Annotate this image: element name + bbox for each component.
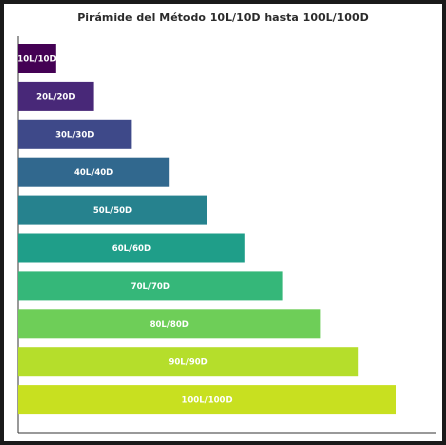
bar-10l-10d <box>18 44 56 73</box>
bar-100l-100d <box>18 385 396 415</box>
bar-40l-40d <box>18 157 170 187</box>
bar-label: 90L/90D <box>168 358 207 368</box>
bar-30l-30d <box>18 119 132 149</box>
bar-label: 70L/70D <box>131 282 170 292</box>
bar-label: 60L/60D <box>112 244 151 254</box>
bar-20l-20d <box>18 81 94 111</box>
chart-title: Pirámide del Método 10L/10D hasta 100L/1… <box>77 11 369 24</box>
bar-chart: 10L/10D 20L/20D 30L/30D 40L/40D 50L/50D 60L/6… <box>17 36 436 434</box>
chart-figure: Pirámide del Método 10L/10D hasta 100L/1… <box>4 4 442 441</box>
bar-90l-90d <box>18 347 359 377</box>
bar-label: 20L/20D <box>36 92 75 102</box>
bars-group: 10L/10D 20L/20D 30L/30D 40L/40D 50L/50D 60L/6… <box>17 44 396 415</box>
bar-label: 10L/10D <box>17 55 56 65</box>
bar-60l-60d <box>18 233 245 263</box>
bar-label: 100L/100D <box>181 396 232 406</box>
bar-70l-70d <box>18 271 283 301</box>
bar-50l-50d <box>18 195 207 225</box>
bar-label: 40L/40D <box>74 168 113 178</box>
bar-label: 50L/50D <box>93 206 132 216</box>
bar-label: 80L/80D <box>150 320 189 330</box>
bar-80l-80d <box>18 309 321 339</box>
bar-label: 30L/30D <box>55 130 94 140</box>
